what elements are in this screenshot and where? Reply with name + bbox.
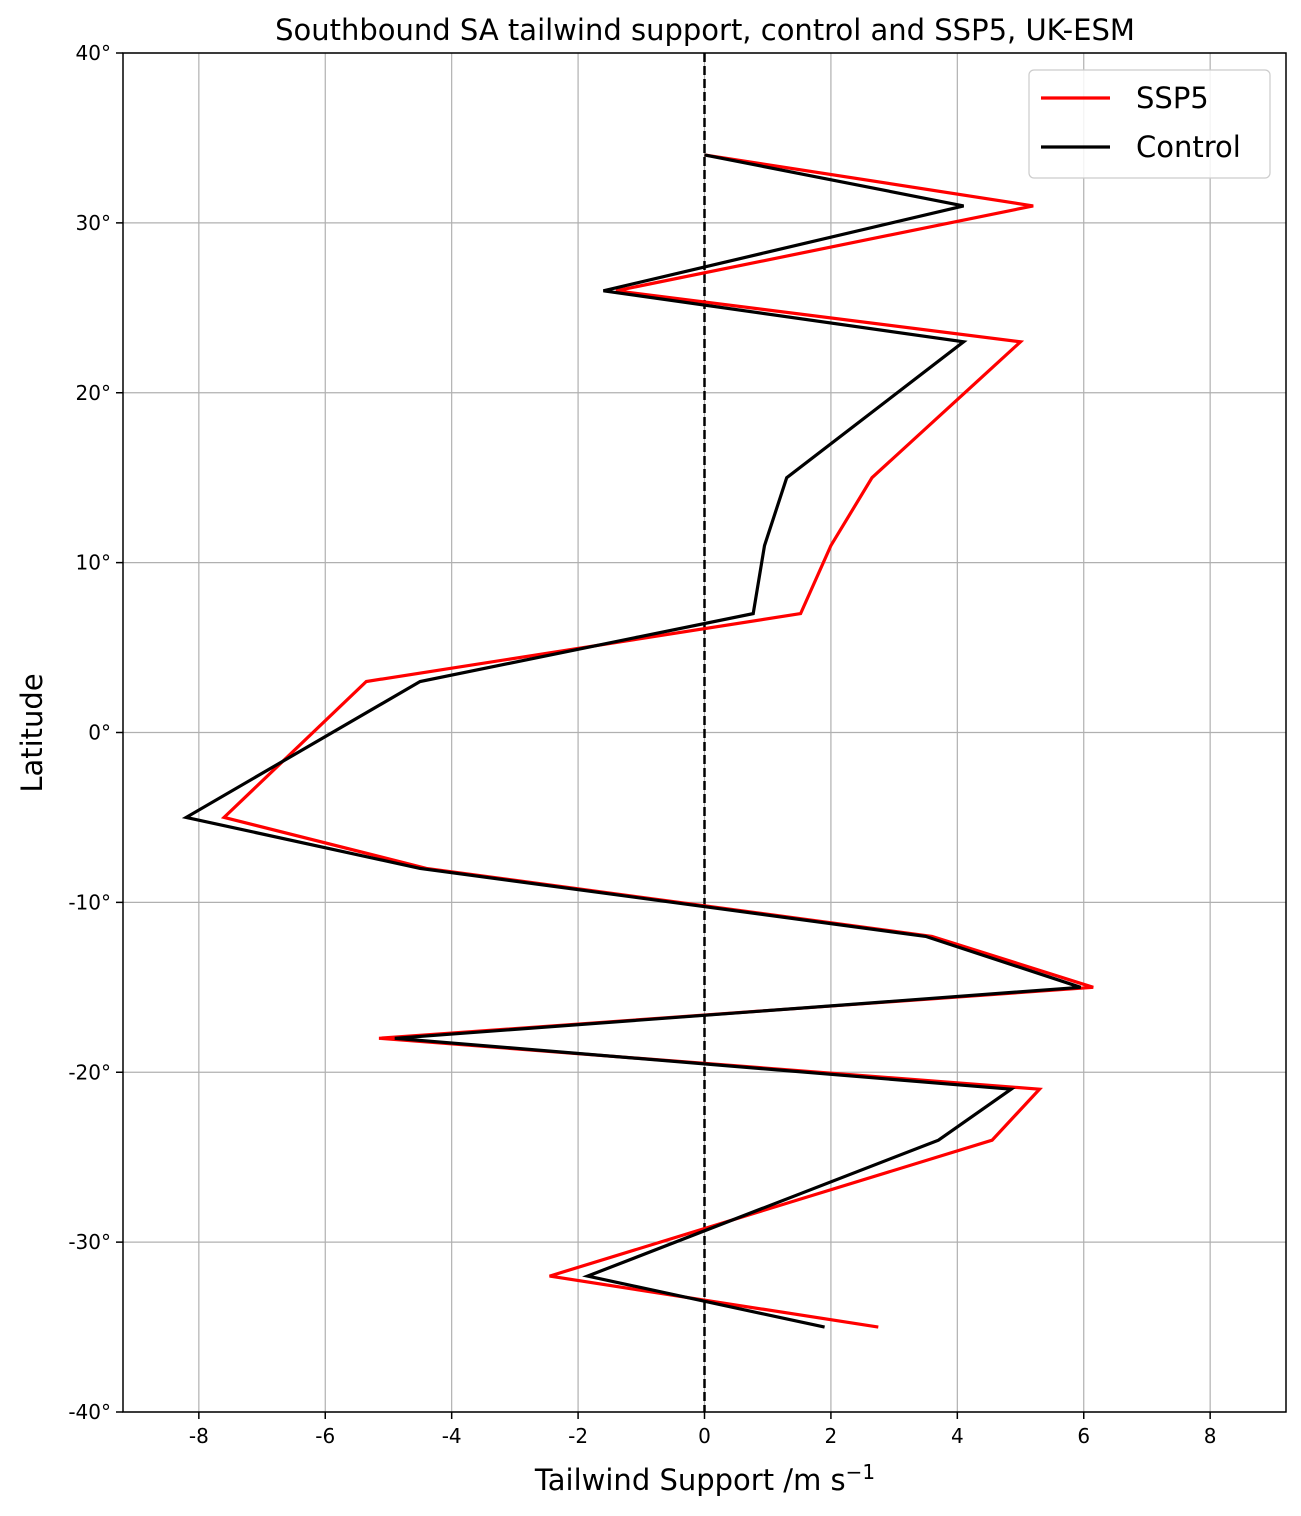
y-tick-label: 40° xyxy=(76,41,111,65)
chart-title: Southbound SA tailwind support, control … xyxy=(275,13,1135,47)
y-tick-label: -20° xyxy=(68,1060,111,1084)
series-layer xyxy=(181,153,1094,1329)
x-axis-label-superscript: −1 xyxy=(846,1460,875,1484)
y-tick-label: -30° xyxy=(68,1230,111,1254)
y-tick-label: -40° xyxy=(68,1400,111,1424)
x-tick-label: -2 xyxy=(568,1424,588,1448)
legend: SSP5 Control xyxy=(1028,69,1271,179)
x-tick-label: 0 xyxy=(698,1424,711,1448)
x-tick-label: 8 xyxy=(1204,1424,1217,1448)
axis-ticks: -8 -6 -4 -2 0 2 4 6 8 40° 30° 20° 10° 0° -10° -20° -30° -… xyxy=(68,41,1216,1448)
y-tick-label: 20° xyxy=(76,381,111,405)
x-tick-label: 6 xyxy=(1077,1424,1090,1448)
y-tick-label: -10° xyxy=(68,890,111,914)
x-tick-label: -6 xyxy=(315,1424,335,1448)
x-tick-label: -8 xyxy=(189,1424,209,1448)
y-axis-label: Latitude xyxy=(15,673,49,792)
x-tick-label: 2 xyxy=(825,1424,838,1448)
y-tick-label: 10° xyxy=(76,551,111,575)
y-tick-label: 30° xyxy=(76,211,111,235)
x-axis-label: Tailwind Support /m s−1 xyxy=(534,1460,875,1497)
y-tick-label: 0° xyxy=(88,721,111,745)
x-tick-label: 4 xyxy=(951,1424,964,1448)
legend-label-ssp5: SSP5 xyxy=(1136,81,1209,115)
x-tick-label: -4 xyxy=(442,1424,462,1448)
legend-label-control: Control xyxy=(1136,130,1241,164)
series-line-control xyxy=(181,153,1082,1329)
series-line-ssp5 xyxy=(220,153,1094,1329)
